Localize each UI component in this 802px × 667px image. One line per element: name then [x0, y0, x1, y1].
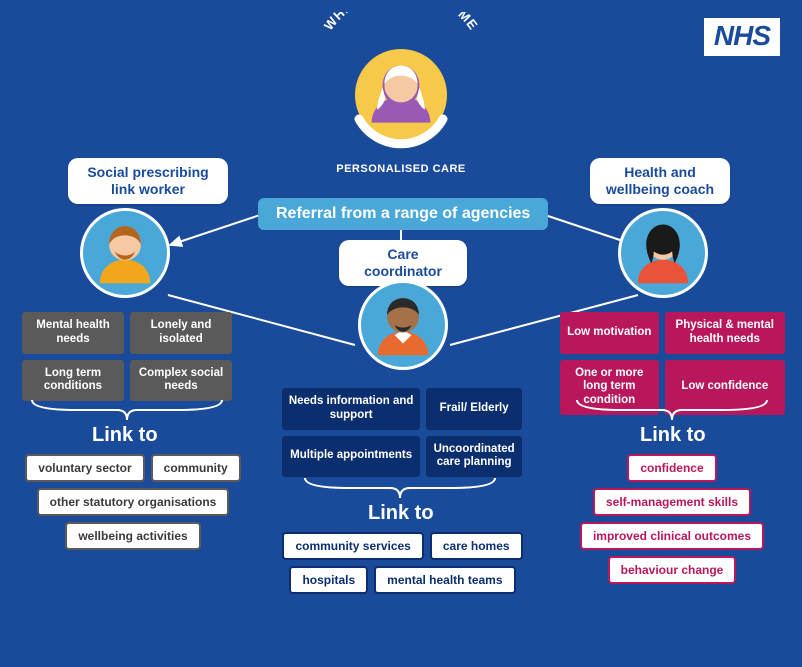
sp-out-1: voluntary sector — [25, 454, 144, 482]
cc-out-1: community services — [282, 532, 423, 560]
sp-out-2: community — [151, 454, 241, 482]
svg-text:WHAT MATTERS TO ME: WHAT MATTERS TO ME — [321, 12, 481, 33]
cc-need-2: Frail/ Elderly — [426, 388, 522, 430]
sp-out-3: other statutory organisations — [37, 488, 230, 516]
hw-need-2: Physical & mental health needs — [665, 312, 785, 354]
sp-out-4: wellbeing activities — [65, 522, 200, 550]
top-badge: WHAT MATTERS TO ME PERSONALISED CARE — [301, 12, 501, 175]
sp-need-3: Long term conditions — [22, 360, 124, 402]
hw-linkto: Link to — [640, 424, 706, 447]
sp-linkto: Link to — [92, 424, 158, 447]
personalised-care-label: PERSONALISED CARE — [301, 163, 501, 175]
hw-out-1: confidence — [627, 454, 716, 482]
sp-outcomes: voluntary sector community other statuto… — [18, 454, 248, 550]
hw-avatar — [618, 208, 708, 298]
hw-out-2: self-management skills — [593, 488, 751, 516]
role-pill-cc: Care coordinator — [339, 240, 467, 286]
cc-outcomes: community services care homes hospitals … — [270, 532, 535, 594]
sp-need-4: Complex social needs — [130, 360, 232, 402]
sp-brace — [27, 398, 227, 422]
cc-need-4: Uncoordinated care planning — [426, 436, 522, 478]
sp-need-2: Lonely and isolated — [130, 312, 232, 354]
role-pill-hw: Health and wellbeing coach — [590, 158, 730, 204]
cc-brace — [300, 476, 500, 500]
hw-need-1: Low motivation — [560, 312, 659, 354]
cc-avatar — [358, 280, 448, 370]
hw-out-4: behaviour change — [608, 556, 737, 584]
sp-needs: Mental health needs Lonely and isolated … — [22, 312, 232, 401]
cc-linkto: Link to — [368, 502, 434, 525]
hw-out-3: improved clinical outcomes — [580, 522, 764, 550]
sp-avatar — [80, 208, 170, 298]
role-pill-sp: Social prescribing link worker — [68, 158, 228, 204]
cc-need-3: Multiple appointments — [282, 436, 420, 478]
cc-need-1: Needs information and support — [282, 388, 420, 430]
cc-needs: Needs information and support Frail/ Eld… — [282, 388, 522, 477]
hw-outcomes: confidence self-management skills improv… — [552, 454, 792, 584]
cc-out-3: hospitals — [289, 566, 368, 594]
hw-brace — [572, 398, 772, 422]
nhs-logo: NHS — [704, 18, 780, 56]
referral-bar: Referral from a range of agencies — [258, 198, 548, 230]
sp-need-1: Mental health needs — [22, 312, 124, 354]
cc-out-2: care homes — [430, 532, 523, 560]
cc-out-4: mental health teams — [374, 566, 515, 594]
